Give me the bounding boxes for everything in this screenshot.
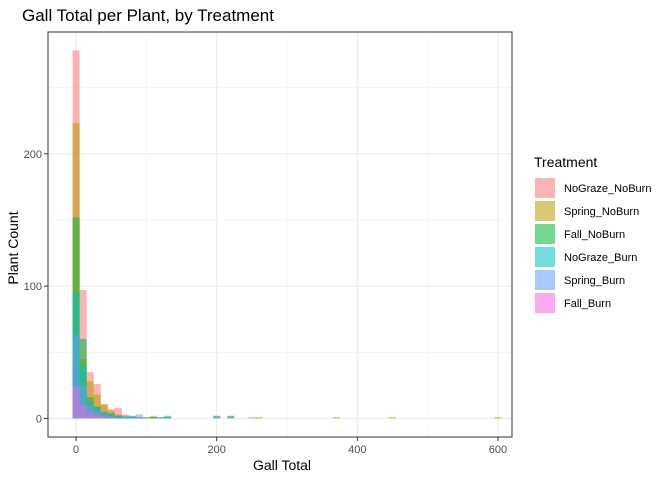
legend-label: NoGraze_NoBurn (564, 183, 651, 195)
histogram-bar (255, 417, 263, 419)
histogram-bar (72, 386, 80, 419)
legend-label: NoGraze_Burn (564, 252, 637, 264)
histogram-bars (72, 50, 502, 419)
x-tick-label: 200 (208, 444, 226, 456)
histogram-bar (213, 415, 221, 419)
legend-swatch (535, 201, 555, 221)
legend: Treatment NoGraze_NoBurn Spring_NoBurn Fal… (534, 154, 651, 314)
legend-swatch (535, 178, 555, 198)
histogram-bar (107, 417, 115, 419)
legend-item-nograze-burn: NoGraze_Burn (534, 246, 637, 268)
y-tick-label: 200 (24, 149, 42, 161)
legend-item-fall-noburn: Fall_NoBurn (534, 223, 625, 245)
x-axis-label: Gall Total (253, 457, 311, 473)
legend-item-spring-noburn: Spring_NoBurn (534, 200, 639, 222)
histogram-bar (156, 417, 164, 419)
legend-swatch (535, 247, 555, 267)
plot-panel-border (47, 31, 513, 438)
legend-label: Fall_Burn (564, 298, 611, 310)
histogram-bar (107, 415, 115, 419)
histogram-bar (142, 417, 150, 419)
minor-gridlines (48, 32, 512, 437)
histogram-bar (79, 405, 87, 419)
histogram-bar (494, 417, 502, 419)
histogram-bar (114, 407, 122, 419)
legend-swatch (535, 224, 555, 244)
y-axis-label: Plant Count (5, 211, 21, 284)
legend-title: Treatment (534, 154, 597, 170)
legend-swatch (535, 293, 555, 313)
histogram-bar (93, 414, 101, 419)
legend-swatch (535, 270, 555, 290)
legend-label: Fall_NoBurn (564, 229, 625, 241)
x-tick-label: 600 (489, 444, 507, 456)
y-tick-label: 0 (36, 413, 42, 425)
histogram-bar (149, 417, 157, 419)
legend-item-spring-burn: Spring_Burn (534, 269, 625, 291)
plot-panel (48, 32, 512, 437)
histogram-bar (121, 415, 129, 419)
legend-label: Spring_Burn (564, 275, 625, 287)
histogram-bar (128, 417, 136, 419)
series-fall-burn (72, 386, 115, 419)
x-tick-label: 0 (73, 444, 79, 456)
histogram-bar (100, 403, 108, 419)
histogram-bar (248, 417, 256, 419)
histogram-bar (86, 411, 94, 419)
legend-item-nograze-noburn: NoGraze_NoBurn (534, 177, 651, 199)
legend-label: Spring_NoBurn (564, 206, 639, 218)
histogram-bar (121, 417, 129, 419)
histogram-bar (100, 415, 108, 419)
histogram-bar (388, 417, 396, 419)
histogram-bar (72, 335, 80, 419)
histogram-bar (227, 415, 235, 419)
histogram-bar (149, 415, 157, 419)
histogram-bar (114, 415, 122, 419)
chart-title: Gall Total per Plant, by Treatment (22, 6, 274, 25)
histogram-bar (135, 414, 143, 419)
histogram-bar (164, 415, 172, 419)
histogram-bar (114, 417, 122, 419)
histogram-bar (128, 415, 136, 419)
y-axis: 0 100 200 (24, 149, 48, 425)
histogram-bar (332, 417, 340, 419)
x-tick-label: 400 (348, 444, 366, 456)
legend-item-fall-burn: Fall_Burn (534, 292, 611, 314)
y-tick-label: 100 (24, 281, 42, 293)
x-axis: 0 200 400 600 (73, 437, 507, 456)
histogram-bar (79, 385, 87, 419)
